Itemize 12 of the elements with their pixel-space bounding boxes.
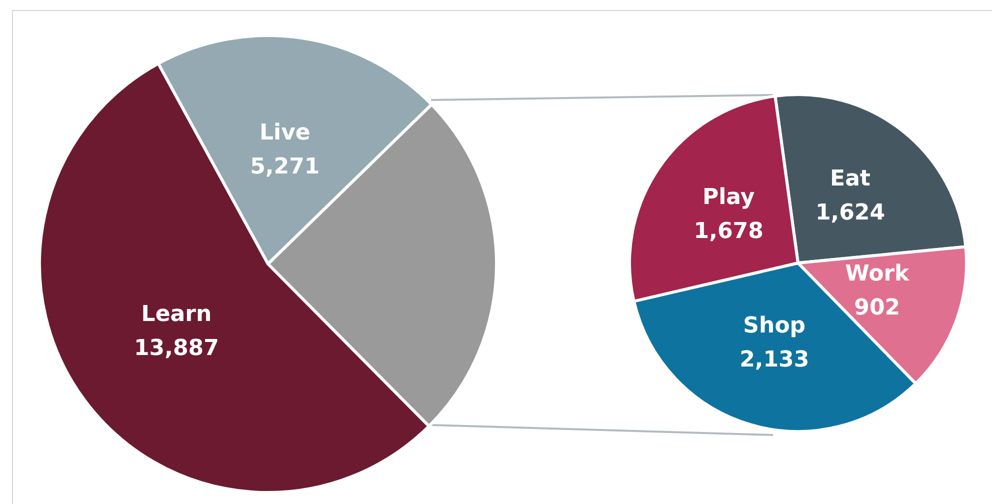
slice-label: Learn (141, 302, 212, 328)
slice-label: Live (260, 120, 310, 146)
data-label: 1,678 (694, 218, 764, 244)
slice-label: Work (845, 262, 911, 287)
slice-label: Eat (830, 166, 871, 192)
data-label: 1,624 (815, 200, 886, 226)
slice-label: Play (702, 184, 755, 210)
slice-label: Shop (743, 314, 806, 339)
data-label: 902 (854, 296, 900, 321)
data-label: 5,271 (250, 154, 320, 180)
data-label: 2,133 (740, 348, 810, 373)
data-label: 13,887 (134, 336, 219, 362)
